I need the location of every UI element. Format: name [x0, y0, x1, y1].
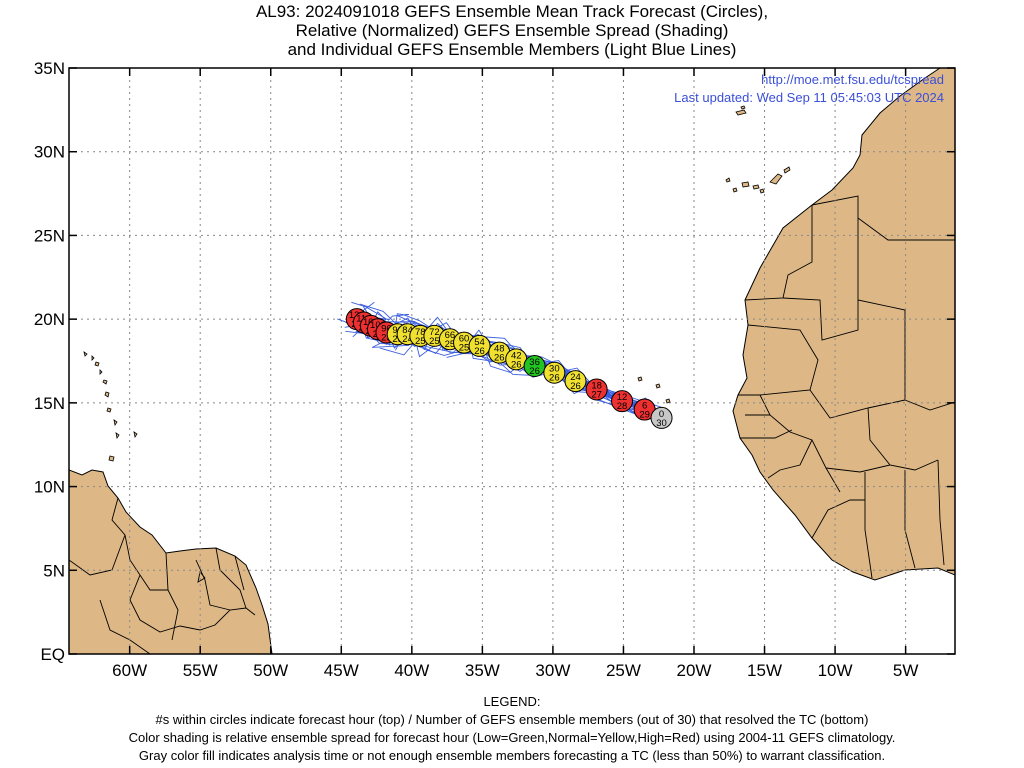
x-tick-label: 25W — [606, 661, 641, 680]
title-line-1: AL93: 2024091018 GEFS Ensemble Mean Trac… — [255, 2, 769, 21]
track-hour-label: 12 — [617, 392, 628, 403]
mean-track-circles: 1202211422108221022296239023842478257225… — [345, 308, 673, 429]
track-circle — [523, 355, 546, 378]
track-members-label: 25 — [445, 339, 456, 350]
track-circle — [468, 334, 491, 357]
legend-line-1: #s within circles indicate forecast hour… — [155, 712, 869, 727]
track-hour-label: 48 — [494, 344, 505, 355]
legend-line-2: Color shading is relative ensemble sprea… — [128, 730, 896, 745]
track-members-label: 26 — [570, 381, 581, 392]
track-members-label: 26 — [511, 359, 522, 370]
track-point-hour-0[interactable]: 030 — [650, 406, 673, 429]
track-circle — [585, 378, 608, 401]
source-url[interactable]: http://moe.met.fsu.edu/tcspread — [761, 72, 944, 87]
x-tick-label: 60W — [112, 661, 147, 680]
track-members-label: 23 — [381, 333, 392, 344]
x-tick-label: 40W — [394, 661, 429, 680]
track-point-hour-6[interactable]: 629 — [633, 398, 656, 421]
africa-landmass — [732, 68, 955, 581]
graticule-grid — [69, 68, 955, 654]
x-tick-label: 45W — [324, 661, 359, 680]
track-members-label: 30 — [656, 418, 667, 429]
track-hour-label: 54 — [474, 337, 485, 348]
atlantic-islands — [637, 105, 791, 407]
track-hour-label: 6 — [642, 401, 647, 412]
track-members-label: 26 — [549, 373, 560, 384]
track-hour-label: 96 — [381, 324, 392, 335]
track-hour-label: 18 — [591, 380, 602, 391]
track-members-label: 25 — [429, 336, 440, 347]
track-hour-label: 42 — [511, 350, 522, 361]
track-hour-label: 78 — [415, 327, 426, 338]
track-members-label: 28 — [617, 401, 628, 412]
x-tick-label: 15W — [747, 661, 782, 680]
y-tick-label: EQ — [40, 645, 65, 664]
x-tick-label: 10W — [818, 661, 853, 680]
track-circle — [611, 390, 634, 413]
track-members-label: 27 — [591, 389, 602, 400]
track-members-label: 26 — [494, 353, 505, 364]
credits-block: http://moe.met.fsu.edu/tcspread Last upd… — [674, 71, 944, 107]
x-axis-ticks: 60W 55W 50W 45W 40W 35W 30W 25W 20W 15W 10W 5W — [112, 68, 918, 680]
map-title: AL93: 2024091018 GEFS Ensemble Mean Trac… — [0, 2, 1024, 59]
y-tick-label: 20N — [34, 310, 65, 329]
x-tick-label: 50W — [253, 661, 288, 680]
track-circle — [543, 361, 566, 384]
track-hour-label: 36 — [529, 357, 540, 368]
x-tick-label: 30W — [535, 661, 570, 680]
track-members-label: 24 — [402, 334, 413, 345]
track-hour-label: 84 — [402, 325, 413, 336]
track-circle — [564, 370, 587, 393]
track-members-label: 25 — [415, 336, 426, 347]
y-axis-ticks: EQ 5N 10N 15N 20N 25N 30N 35N — [34, 59, 955, 664]
track-members-label: 26 — [474, 346, 485, 357]
legend-block: LEGEND: #s within circles indicate forec… — [0, 693, 1024, 765]
y-tick-label: 15N — [34, 394, 65, 413]
track-members-label: 26 — [529, 366, 540, 377]
south-america-borders — [69, 497, 256, 654]
y-tick-label: 10N — [34, 478, 65, 497]
x-tick-label: 5W — [893, 661, 919, 680]
x-tick-label: 35W — [465, 661, 500, 680]
track-members-label: 29 — [639, 410, 650, 421]
track-hour-label: 60 — [459, 334, 470, 345]
last-updated: Last updated: Wed Sep 11 05:45:03 UTC 20… — [674, 90, 944, 105]
y-tick-label: 35N — [34, 59, 65, 78]
legend-line-3: Gray color fill indicates analysis time … — [138, 748, 886, 763]
plot-frame — [68, 67, 956, 655]
y-tick-label: 25N — [34, 226, 65, 245]
track-hour-label: 24 — [570, 372, 581, 383]
track-circle — [650, 406, 673, 429]
track-hour-label: 30 — [549, 364, 560, 375]
title-line-2: Relative (Normalized) GEFS Ensemble Spre… — [295, 21, 729, 40]
title-line-3: and Individual GEFS Ensemble Members (Li… — [287, 40, 737, 59]
ensemble-member-line — [379, 338, 662, 419]
y-tick-label: 30N — [34, 143, 65, 162]
y-tick-label: 5N — [43, 561, 65, 580]
track-hour-label: 66 — [445, 330, 456, 341]
track-hour-label: 72 — [429, 327, 440, 338]
track-hour-label: 0 — [659, 409, 664, 420]
x-tick-label: 55W — [183, 661, 218, 680]
track-members-label: 25 — [459, 343, 470, 354]
country-borders — [738, 195, 955, 579]
legend-heading: LEGEND: — [483, 694, 541, 709]
track-members-label: 23 — [392, 334, 403, 345]
caribbean-islands — [83, 351, 138, 462]
x-tick-label: 20W — [677, 661, 712, 680]
